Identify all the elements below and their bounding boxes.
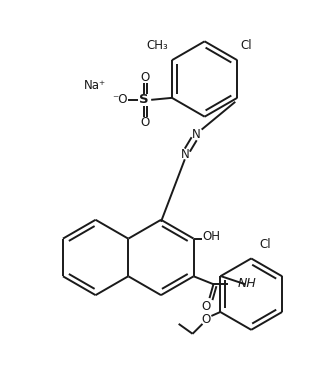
Text: NH: NH [237,277,256,290]
Text: O: O [141,70,150,84]
Text: CH₃: CH₃ [146,39,168,52]
Text: O: O [201,300,210,312]
Text: N: N [180,148,189,161]
Text: O: O [202,314,211,326]
Text: O: O [141,116,150,129]
Text: S: S [139,93,149,106]
Text: ⁻O: ⁻O [113,93,128,106]
Text: N: N [192,128,201,141]
Text: OH: OH [203,230,221,243]
Text: Cl: Cl [259,237,271,251]
Text: Cl: Cl [240,39,252,52]
Text: Na⁺: Na⁺ [84,79,106,92]
